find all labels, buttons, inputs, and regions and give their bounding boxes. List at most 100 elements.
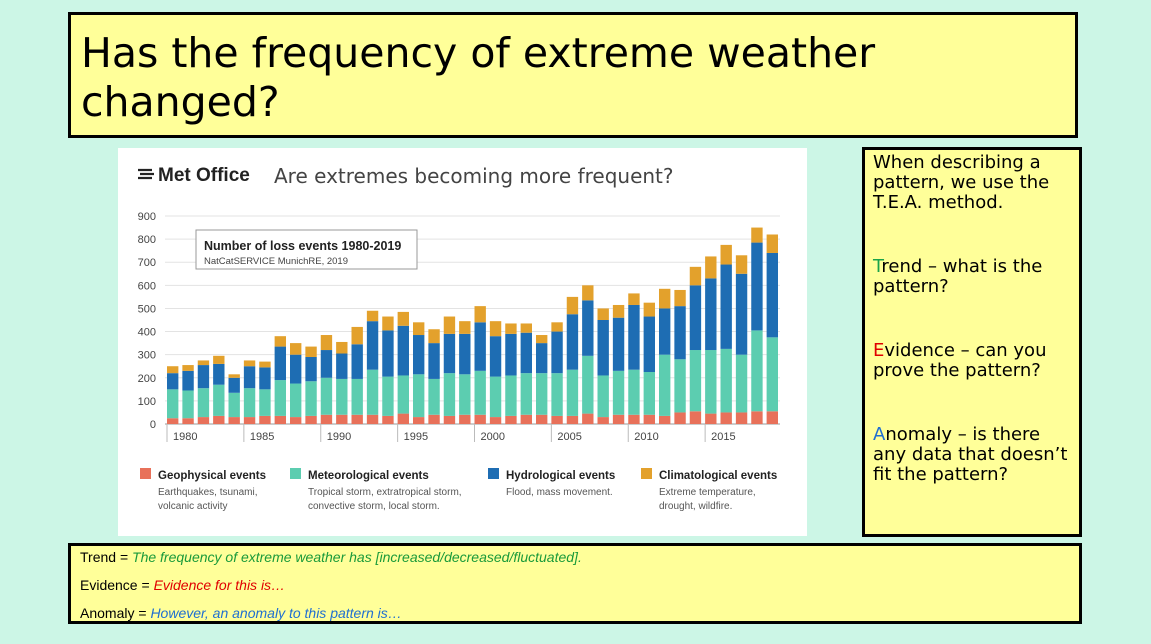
evidence-sentence: Evidence = Evidence for this is…: [80, 575, 1079, 603]
bar-segment: [505, 333, 517, 376]
bar-segment: [520, 414, 532, 424]
bar-segment: [290, 343, 302, 355]
bar-segment: [597, 308, 609, 320]
legend-swatch: [488, 468, 499, 479]
trend-question: rend – what is the pattern?: [873, 256, 1043, 297]
grid: 900 800 700 600 500 400 300 200 100 0: [138, 211, 780, 431]
bar-segment: [259, 361, 271, 368]
bar-segment: [505, 323, 517, 334]
bar-segment: [597, 320, 609, 376]
bar-segment: [751, 330, 763, 412]
bar-segment: [689, 266, 702, 286]
bar-segment: [674, 306, 686, 360]
bar-segment: [536, 373, 548, 415]
bar-segment: [167, 373, 179, 390]
legend-desc: drought, wildfire.: [659, 501, 732, 512]
bar-segment: [213, 363, 225, 385]
bar-segment: [705, 413, 717, 424]
x-tick-label: 2005: [557, 431, 581, 443]
x-tick-label: 1990: [327, 431, 351, 443]
bar-segment: [182, 390, 194, 419]
bar-segment: [705, 256, 717, 279]
chart-panel: Met Office Are extremes becoming more fr…: [118, 148, 807, 536]
legend-label: Meteorological events: [308, 470, 429, 482]
bar-segment: [643, 414, 655, 424]
bar-segment: [428, 343, 440, 379]
bar-segment: [213, 384, 225, 416]
bar-segment: [428, 414, 440, 424]
bar-segment: [597, 375, 609, 418]
bar-segment: [612, 370, 625, 415]
trend-letter: T: [873, 256, 882, 277]
bar-segment: [735, 354, 748, 413]
bar-segment: [536, 414, 548, 424]
bar-segment: [413, 417, 425, 424]
met-office-logo: Met Office: [138, 165, 250, 186]
anomaly-letter: A: [873, 424, 886, 445]
y-tick-label: 100: [138, 396, 156, 408]
bar-segment: [505, 415, 517, 424]
bar-segment: [536, 343, 548, 374]
page-title: Has the frequency of extreme weather cha…: [81, 29, 876, 126]
bar-segment: [259, 389, 271, 416]
bar-segment: [551, 373, 563, 416]
anomaly-label: Anomaly =: [80, 605, 151, 621]
bar-segment: [520, 323, 532, 333]
bar-segment: [720, 244, 732, 265]
bar-segment: [351, 344, 363, 379]
evidence-question: vidence – can you prove the pattern?: [873, 340, 1047, 381]
bar-segment: [628, 293, 640, 305]
bar-segment: [305, 356, 317, 382]
bar-segment: [351, 378, 363, 415]
x-tick-label: 1980: [173, 431, 197, 443]
bar-segment: [551, 331, 563, 374]
bar-segment: [705, 278, 717, 351]
bar-segment: [659, 288, 671, 309]
tea-method-box: When describing a pattern, we use the T.…: [862, 147, 1082, 537]
bar-segment: [582, 300, 594, 356]
bar-segment: [382, 376, 394, 416]
bar-segment: [366, 321, 379, 370]
bar-segment: [612, 304, 625, 318]
inset-subtitle: NatCatSERVICE MunichRE, 2019: [204, 256, 348, 267]
bar-segment: [459, 333, 471, 375]
legend-desc: Earthquakes, tsunami,: [158, 487, 258, 498]
bar-segment: [428, 329, 440, 344]
trend-label: Trend =: [80, 549, 133, 565]
inset-title: Number of loss events 1980-2019: [204, 239, 401, 253]
bar-segment: [489, 321, 502, 337]
bar-segment: [536, 335, 548, 344]
bar-segment: [443, 316, 456, 334]
bar-segment: [243, 366, 256, 389]
bar-segment: [320, 414, 333, 424]
bar-segment: [228, 377, 240, 393]
bar-segment: [628, 369, 640, 415]
bar-segment: [197, 365, 210, 389]
legend-label: Climatological events: [659, 470, 777, 482]
bar-segment: [597, 417, 609, 424]
bar-segment: [228, 417, 240, 424]
bar-segment: [443, 415, 456, 424]
bar-segment: [305, 346, 317, 357]
x-tick-label: 1995: [404, 431, 428, 443]
bar-segment: [643, 316, 655, 372]
bar-segment: [612, 414, 625, 424]
bar-segment: [336, 353, 348, 379]
x-axis: 1980 1985 1990 1995 2000 2005 2010 2015: [166, 424, 736, 443]
bar-segment: [720, 264, 732, 349]
bar-segment: [397, 311, 409, 326]
bar-segment: [243, 360, 256, 367]
bar-segment: [459, 321, 471, 334]
bar-segment: [259, 367, 271, 390]
trend-text: The frequency of extreme weather has [in…: [132, 549, 582, 565]
bar-segment: [520, 373, 532, 415]
legend-desc: convective storm, local storm.: [308, 501, 440, 512]
legend-item: Climatological events Extreme temperature…: [641, 468, 777, 512]
bar-segment: [735, 412, 748, 424]
bar-segment: [259, 415, 271, 424]
bar-segment: [274, 415, 286, 424]
legend-label: Hydrological events: [506, 470, 615, 482]
bar-segment: [689, 411, 702, 424]
bar-segment: [766, 337, 778, 412]
y-tick-label: 400: [138, 327, 156, 339]
